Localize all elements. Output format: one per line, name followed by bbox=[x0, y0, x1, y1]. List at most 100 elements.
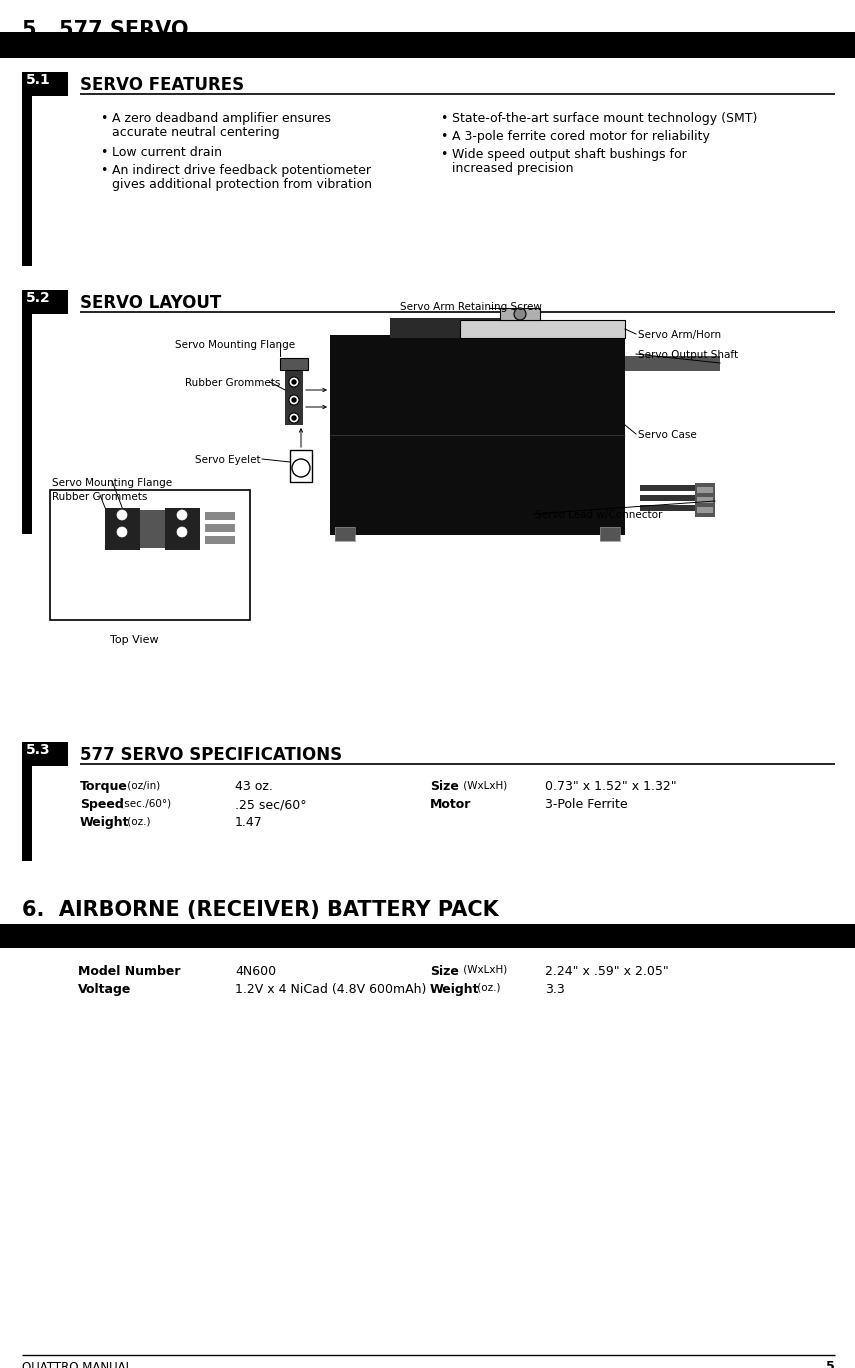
Circle shape bbox=[117, 527, 127, 538]
Bar bbox=[205, 524, 235, 532]
Text: 4N600: 4N600 bbox=[235, 964, 276, 978]
Text: •: • bbox=[100, 164, 108, 176]
Text: •: • bbox=[440, 148, 447, 161]
Text: Wide speed output shaft bushings for: Wide speed output shaft bushings for bbox=[452, 148, 687, 161]
Bar bbox=[600, 527, 620, 540]
Bar bbox=[600, 527, 620, 540]
Circle shape bbox=[289, 413, 299, 423]
Text: Speed: Speed bbox=[80, 798, 124, 811]
Text: Model Number: Model Number bbox=[78, 964, 180, 978]
Text: A zero deadband amplifier ensures: A zero deadband amplifier ensures bbox=[112, 112, 331, 124]
Bar bbox=[50, 490, 250, 620]
Bar bbox=[22, 741, 68, 766]
Text: •: • bbox=[440, 112, 447, 124]
Bar bbox=[0, 923, 855, 948]
Text: Servo Mounting Flange: Servo Mounting Flange bbox=[52, 477, 172, 488]
Text: 5: 5 bbox=[826, 1360, 835, 1368]
Text: Torque: Torque bbox=[80, 780, 128, 793]
Circle shape bbox=[292, 398, 296, 402]
Bar bbox=[22, 766, 32, 860]
Circle shape bbox=[177, 510, 187, 520]
Text: (WxLxH): (WxLxH) bbox=[460, 964, 507, 975]
Text: Servo Output Shaft: Servo Output Shaft bbox=[638, 350, 738, 360]
Text: Servo Arm Retaining Screw: Servo Arm Retaining Screw bbox=[400, 302, 542, 312]
Bar bbox=[22, 73, 68, 96]
Bar bbox=[165, 508, 200, 550]
Circle shape bbox=[292, 416, 296, 420]
Text: Servo Case: Servo Case bbox=[638, 430, 697, 440]
Bar bbox=[500, 308, 540, 320]
Text: 5.2: 5.2 bbox=[26, 291, 50, 305]
Text: increased precision: increased precision bbox=[452, 161, 574, 175]
Bar bbox=[205, 512, 235, 520]
Text: 5.1: 5.1 bbox=[26, 73, 50, 88]
Text: Rubber Grommets: Rubber Grommets bbox=[185, 378, 280, 389]
Text: 3.3: 3.3 bbox=[545, 984, 565, 996]
Text: Weight: Weight bbox=[430, 984, 480, 996]
Text: 1.47: 1.47 bbox=[235, 815, 262, 829]
Bar bbox=[205, 536, 235, 544]
Text: Servo Mounting Flange: Servo Mounting Flange bbox=[175, 341, 295, 350]
Text: Low current drain: Low current drain bbox=[112, 146, 222, 159]
Bar bbox=[640, 505, 695, 512]
Text: An indirect drive feedback potentiometer: An indirect drive feedback potentiometer bbox=[112, 164, 371, 176]
Text: .25 sec/60°: .25 sec/60° bbox=[235, 798, 307, 811]
Text: 5.  577 SERVO: 5. 577 SERVO bbox=[22, 21, 188, 40]
Circle shape bbox=[177, 527, 187, 538]
Text: 1.2V x 4 NiCad (4.8V 600mAh): 1.2V x 4 NiCad (4.8V 600mAh) bbox=[235, 984, 427, 996]
Text: A 3-pole ferrite cored motor for reliability: A 3-pole ferrite cored motor for reliabi… bbox=[452, 130, 710, 144]
Bar bbox=[697, 487, 713, 492]
Bar bbox=[0, 31, 855, 57]
Bar bbox=[697, 497, 713, 503]
Text: •: • bbox=[100, 146, 108, 159]
Text: (oz/in): (oz/in) bbox=[124, 780, 160, 789]
Text: (WxLxH): (WxLxH) bbox=[460, 780, 507, 789]
Text: 5.3: 5.3 bbox=[26, 743, 50, 757]
Circle shape bbox=[289, 395, 299, 405]
Bar bbox=[640, 486, 695, 491]
Text: Top View: Top View bbox=[110, 635, 159, 644]
Text: Weight: Weight bbox=[80, 815, 129, 829]
Text: Rubber Grommets: Rubber Grommets bbox=[52, 492, 147, 502]
Text: gives additional protection from vibration: gives additional protection from vibrati… bbox=[112, 178, 372, 192]
Text: Servo Lead w/Connector: Servo Lead w/Connector bbox=[535, 510, 663, 520]
Bar bbox=[22, 290, 68, 315]
Text: SERVO FEATURES: SERVO FEATURES bbox=[80, 77, 245, 94]
Text: 43 oz.: 43 oz. bbox=[235, 780, 273, 793]
Text: Servo Arm/Horn: Servo Arm/Horn bbox=[638, 330, 721, 341]
Circle shape bbox=[292, 380, 296, 384]
Text: SERVO LAYOUT: SERVO LAYOUT bbox=[80, 294, 221, 312]
Bar bbox=[625, 356, 720, 371]
Text: Size: Size bbox=[430, 780, 459, 793]
Circle shape bbox=[292, 460, 310, 477]
Bar bbox=[460, 320, 625, 338]
Circle shape bbox=[289, 378, 299, 387]
Text: 577 SERVO SPECIFICATIONS: 577 SERVO SPECIFICATIONS bbox=[80, 746, 342, 763]
Text: •: • bbox=[100, 112, 108, 124]
Bar bbox=[640, 495, 695, 501]
Circle shape bbox=[117, 510, 127, 520]
Bar bbox=[695, 483, 715, 517]
Bar bbox=[335, 527, 355, 540]
Text: Motor: Motor bbox=[430, 798, 471, 811]
Text: (oz.): (oz.) bbox=[474, 984, 500, 993]
Text: 0.73" x 1.52" x 1.32": 0.73" x 1.52" x 1.32" bbox=[545, 780, 676, 793]
Bar bbox=[285, 369, 303, 425]
Bar bbox=[330, 335, 625, 535]
Text: Voltage: Voltage bbox=[78, 984, 132, 996]
Circle shape bbox=[514, 308, 526, 320]
Text: accurate neutral centering: accurate neutral centering bbox=[112, 126, 280, 140]
Bar bbox=[460, 320, 625, 338]
Bar bbox=[22, 96, 32, 265]
Bar bbox=[280, 358, 308, 369]
Text: QUATTRO MANUAL: QUATTRO MANUAL bbox=[22, 1360, 133, 1368]
Text: 3-Pole Ferrite: 3-Pole Ferrite bbox=[545, 798, 628, 811]
Bar bbox=[500, 308, 540, 320]
Bar bbox=[140, 510, 165, 549]
Bar bbox=[697, 508, 713, 513]
Bar bbox=[280, 358, 308, 369]
Text: (oz.): (oz.) bbox=[124, 815, 150, 826]
Text: Size: Size bbox=[430, 964, 459, 978]
Text: State-of-the-art surface mount technology (SMT): State-of-the-art surface mount technolog… bbox=[452, 112, 758, 124]
Bar bbox=[105, 508, 140, 550]
